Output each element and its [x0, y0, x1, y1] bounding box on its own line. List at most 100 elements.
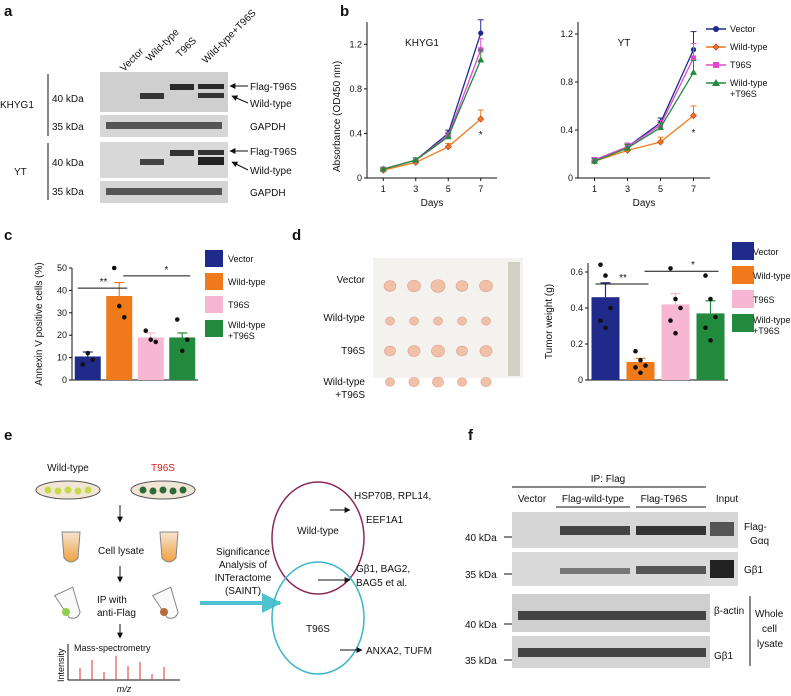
band — [140, 159, 164, 165]
y-tick-label: 0 — [568, 173, 573, 183]
kda-label-khyg1-35: 35 kDa — [52, 122, 84, 133]
line-chart-khyg1: 0 0.4 0.8 1.2 1 3 5 7 KHYG1 * — [349, 19, 497, 194]
ip-title: IP: Flag — [591, 474, 625, 485]
data-point — [143, 328, 149, 334]
tumor — [455, 280, 469, 292]
legend-marker-wt-t96s — [712, 79, 720, 86]
panel-b: b Absorbance (OD450 nm) 0 0.4 0.8 1.2 1 3 5 7 KH… — [332, 3, 768, 209]
y-tick-label: 10 — [57, 353, 67, 363]
data-point — [703, 273, 708, 278]
band — [198, 157, 224, 165]
data-point — [90, 357, 96, 363]
legend-wt-t96s-1: Wild-type — [228, 320, 266, 330]
label-ip-2: anti-Flag — [97, 608, 136, 619]
y-tick-label: 0.4 — [570, 303, 583, 313]
data-point — [184, 337, 190, 342]
chart-title: YT — [618, 38, 631, 49]
venn-wildtype — [271, 481, 365, 595]
legend-swatch-vector — [732, 242, 754, 260]
data-point — [591, 157, 598, 164]
bead-green — [62, 608, 70, 616]
y-tick-label: 0.2 — [570, 339, 583, 349]
photo-row-vector: Vector — [337, 275, 366, 286]
panel-e: e Wild-type T96S Cell lysate IP with ant — [4, 427, 432, 694]
data-point — [412, 156, 420, 163]
band-f-flag-1: Flag- — [744, 522, 767, 533]
data-point — [379, 165, 387, 172]
legend-t96s: T96S — [753, 295, 775, 305]
x-tick-label: 1 — [592, 184, 597, 194]
data-point — [477, 115, 485, 123]
tumor — [480, 377, 492, 387]
legend-vector: Vector — [730, 24, 756, 34]
legend-swatch-t96s — [732, 290, 754, 308]
data-point — [148, 337, 154, 342]
y-tick-label: 0.6 — [570, 267, 583, 277]
tumor — [408, 377, 420, 387]
panel-e-label: e — [4, 427, 12, 444]
legend-t96s: T96S — [730, 60, 752, 70]
x-tick-label: 7 — [691, 184, 696, 194]
band-label-flag-yt: Flag-T96S — [250, 147, 297, 158]
photo-row-t96s: T96S — [341, 346, 365, 357]
tumor — [383, 280, 397, 292]
data-point — [598, 318, 603, 323]
panel-b-legend: Vector Wild-type T96S Wild-type +T96S — [706, 24, 768, 99]
ms-spectrum-peaks — [79, 656, 165, 680]
photo-row-wt-t96s-2: +T96S — [335, 390, 365, 401]
kda-f-35a: 35 kDa — [465, 570, 497, 581]
label-ip-1: IP with — [97, 595, 127, 606]
data-point — [603, 273, 608, 278]
y-tick-label: 1.2 — [349, 39, 362, 49]
band-label-gapdh-khyg1: GAPDH — [250, 122, 286, 133]
band-label-flag-khyg1: Flag-T96S — [250, 82, 297, 93]
bar — [137, 337, 164, 380]
data-point — [121, 314, 127, 320]
panel-d-legend: Vector Wild-type T96S Wild-type +T96S — [732, 242, 791, 336]
lane-label-t96s: T96S — [174, 35, 199, 60]
y-tick-label: 0.4 — [560, 125, 573, 135]
band — [560, 526, 630, 535]
photo-row-wt-t96s-1: Wild-type — [323, 377, 365, 388]
sig-label-1: ** — [100, 277, 108, 288]
panel-c-legend: Vector Wild-type T96S Wild-type +T96S — [205, 250, 266, 341]
legend-wildtype: Wild-type — [730, 42, 768, 52]
data-point — [673, 330, 678, 336]
data-point — [478, 30, 484, 36]
tube-icon-1 — [61, 531, 81, 563]
y-tick-label: 0 — [578, 375, 583, 385]
legend-marker-wildtype — [712, 43, 720, 51]
x-tick-label: 5 — [658, 184, 663, 194]
tumor — [409, 316, 419, 326]
band — [710, 522, 734, 536]
kda-label-yt-40: 40 kDa — [52, 158, 84, 169]
band-label-wt-khyg1: Wild-type — [250, 99, 292, 110]
series-line — [594, 72, 695, 162]
legend-marker-t96s — [713, 62, 719, 68]
whole-line-1: Whole — [755, 609, 784, 620]
band — [198, 93, 224, 98]
sig-label-2: * — [165, 265, 169, 276]
legend-wt-t96s-2: +T96S — [228, 331, 255, 341]
dish-t96s-cells — [139, 486, 187, 495]
data-point — [153, 339, 159, 345]
band-f-actin: β-actin — [714, 606, 744, 617]
legend-swatch-vector — [205, 250, 223, 267]
sig-label-2: * — [691, 260, 695, 271]
band-f-flag-2: Gαq — [750, 536, 769, 547]
panel-a-label: a — [4, 3, 13, 20]
data-point — [444, 133, 452, 140]
legend-marker-vector — [713, 26, 719, 32]
panel-f-label: f — [468, 427, 474, 444]
tumor — [407, 279, 421, 293]
lane-label-vector: Vector — [118, 46, 146, 74]
y-tick-label: 50 — [57, 263, 67, 273]
data-point — [690, 112, 697, 120]
label-mass-spec: Mass-spectrometry — [74, 643, 151, 653]
data-point — [444, 143, 452, 151]
data-point — [598, 262, 603, 268]
data-point — [703, 325, 708, 331]
data-point — [174, 317, 180, 322]
band — [560, 568, 630, 574]
bar — [74, 356, 101, 380]
